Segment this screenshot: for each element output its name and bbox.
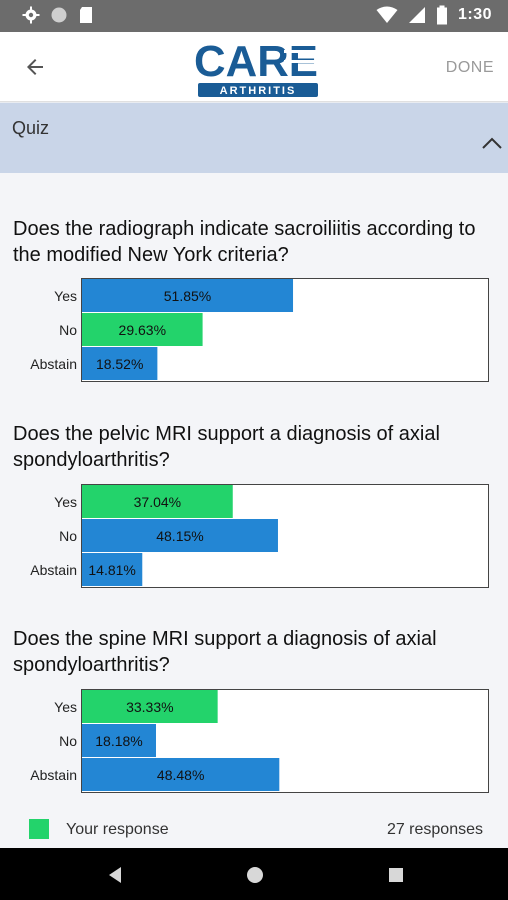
battery-icon <box>436 5 447 25</box>
value-label: 18.52% <box>96 356 143 372</box>
value-label: 29.63% <box>119 322 166 338</box>
bar-no <box>82 724 156 757</box>
value-label: 51.85% <box>164 288 211 304</box>
status-bar-left <box>22 6 94 24</box>
settings-icon <box>22 6 40 24</box>
signal-icon <box>408 7 425 23</box>
category-label: No <box>59 322 77 338</box>
category-label: Yes <box>54 699 77 715</box>
bar-yes <box>82 690 218 723</box>
value-label: 18.18% <box>95 733 142 749</box>
value-label: 37.04% <box>134 494 181 510</box>
bar-abstain <box>82 347 158 380</box>
category-label: Yes <box>54 494 77 510</box>
home-circle-icon[interactable] <box>242 862 268 888</box>
sd-card-icon <box>80 7 92 23</box>
value-label: 14.81% <box>88 562 135 578</box>
system-nav-bar <box>0 848 508 900</box>
bar-yes <box>82 279 294 312</box>
category-label: Abstain <box>30 356 77 372</box>
value-label: 48.15% <box>156 528 203 544</box>
category-label: No <box>59 528 77 544</box>
bar-no <box>82 519 278 552</box>
arrow-back-icon <box>27 59 43 75</box>
category-label: Abstain <box>30 767 77 783</box>
responses-count: 27 responses <box>386 821 483 838</box>
quiz-results-content: Does the radiograph indicate sacroiliiti… <box>0 173 508 848</box>
chart-svg: Yes 51.85% No 29.63% Abstain 18.52% <box>30 278 489 382</box>
status-time: 1:30 <box>457 6 492 23</box>
results-chart: Yes 33.33% No 18.18% Abstain 48.48% <box>13 689 491 793</box>
legend-label: Your response <box>66 821 169 838</box>
category-label: Yes <box>54 288 77 304</box>
quiz-title: Quiz <box>12 118 50 138</box>
results-chart: Yes 51.85% No 29.63% Abstain 18.52% <box>13 278 491 382</box>
status-bar-right: 1:30 <box>376 5 492 25</box>
status-bar: 1:30 <box>0 0 508 32</box>
bar-abstain <box>82 553 143 586</box>
circle-icon <box>51 7 67 23</box>
bar-no <box>82 313 203 346</box>
back-button[interactable] <box>18 50 52 84</box>
wifi-icon <box>376 6 398 23</box>
question-text: Does the spine MRI support a diagnosis o… <box>13 628 437 676</box>
value-label: 48.48% <box>157 767 204 783</box>
category-label: No <box>59 733 77 749</box>
bar-abstain <box>82 758 280 791</box>
chart-svg: Yes 37.04% No 48.15% Abstain 14.81% <box>30 484 489 588</box>
question-text: Does the radiograph indicate sacroiliiti… <box>13 218 476 266</box>
bar-yes <box>82 485 233 518</box>
logo-sub-text: ARTHRITIS <box>220 85 297 97</box>
results-chart: Yes 37.04% No 48.15% Abstain 14.81% <box>13 484 491 588</box>
done-button[interactable]: DONE <box>445 59 494 76</box>
question-text: Does the pelvic MRI support a diagnosis … <box>13 423 440 471</box>
quiz-section-header[interactable]: Quiz <box>0 103 508 173</box>
category-label: Abstain <box>30 562 77 578</box>
value-label: 33.33% <box>126 699 173 715</box>
app-bar: CARE ARTHRITIS DONE <box>0 32 508 102</box>
recents-square-icon[interactable] <box>383 862 409 888</box>
chart-svg: Yes 33.33% No 18.18% Abstain 48.48% <box>30 689 489 793</box>
care-arthritis-logo: CARE ARTHRITIS <box>194 37 318 97</box>
legend: Your response 27 responses <box>0 817 508 847</box>
back-triangle-icon[interactable] <box>103 862 129 888</box>
chevron-up-icon[interactable] <box>480 133 504 153</box>
your-response-swatch <box>29 819 49 839</box>
